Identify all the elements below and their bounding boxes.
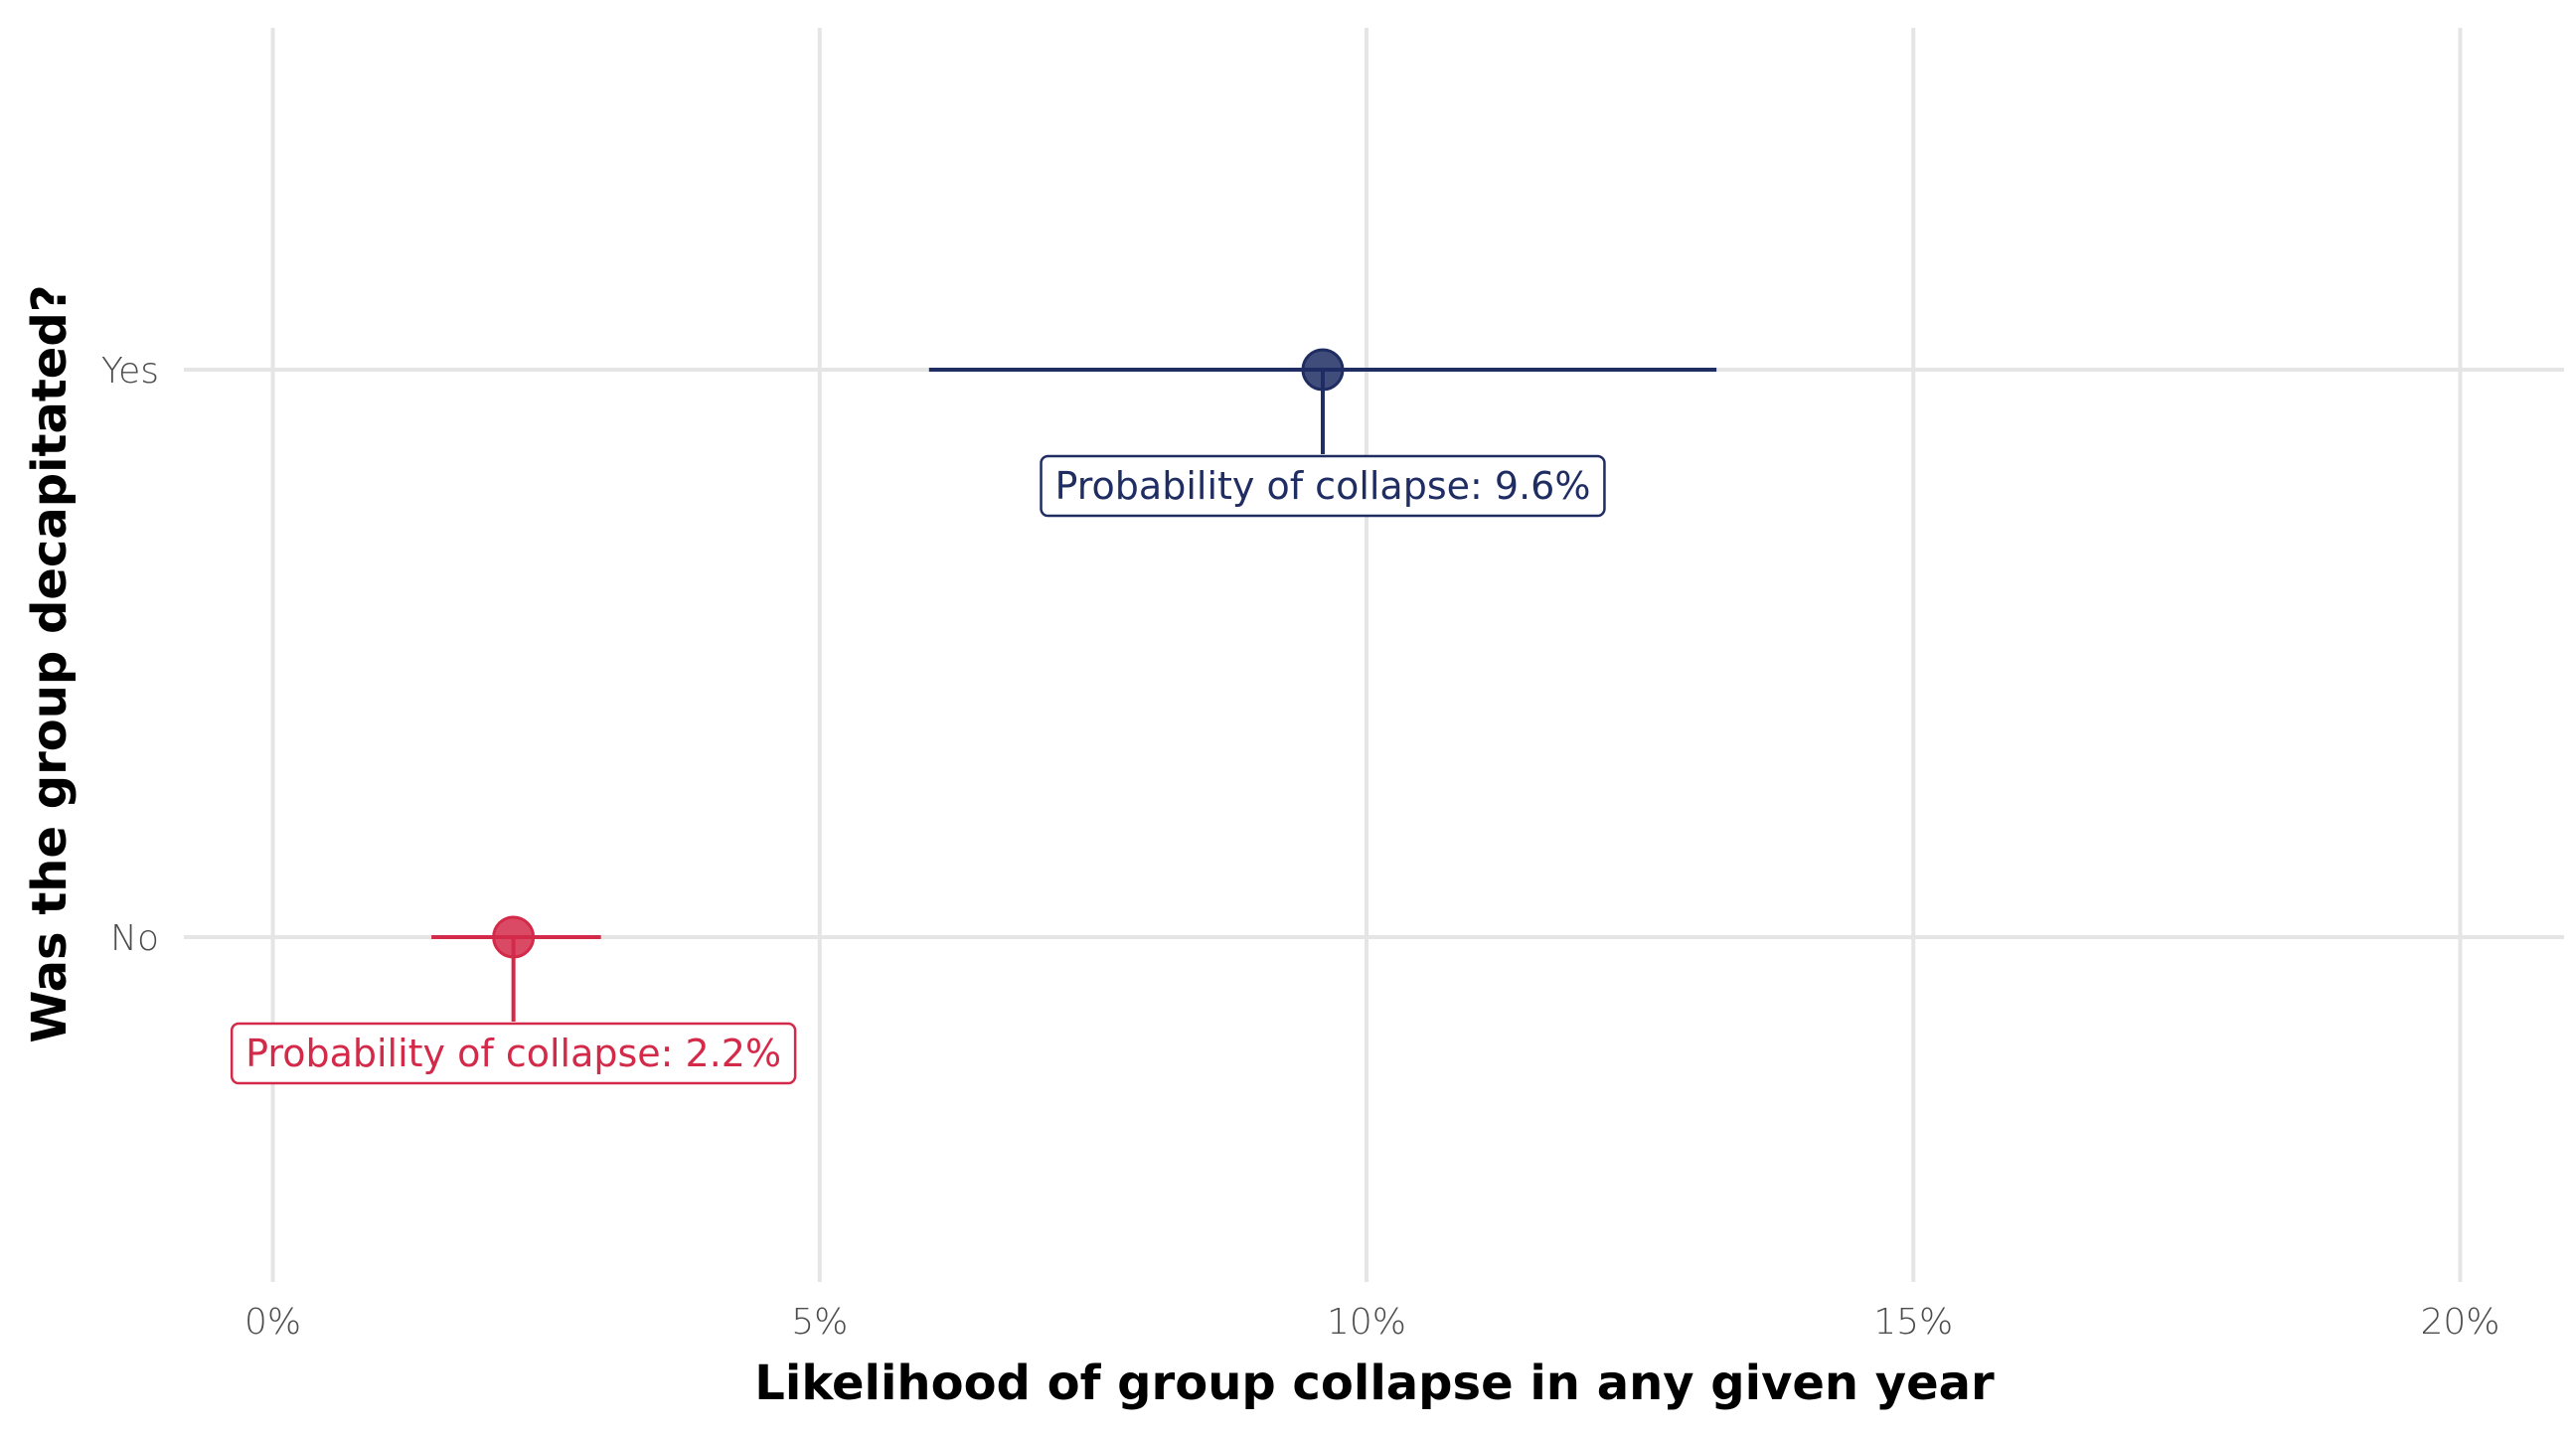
y-tick-label-yes: Yes (101, 351, 159, 392)
point-yes (1301, 348, 1345, 392)
x-tick-label-0: 0% (244, 1302, 301, 1343)
annotation-box-yes (1040, 454, 1606, 518)
annotation-layer: Probability of collapse: 9.6% Probability… (230, 454, 1606, 1085)
point-no (492, 915, 536, 959)
tick-label-layer: 0% 5% 10% 15% 20% No Yes (101, 351, 2500, 1343)
x-tick-label-4: 20% (2420, 1302, 2499, 1343)
x-tick-label-2: 10% (1327, 1302, 1406, 1343)
y-axis-title: Was the group decapitated? (22, 284, 78, 1042)
annotation-label-yes: Probability of collapse: 9.6% (1040, 454, 1606, 518)
grid-layer (184, 28, 2564, 1282)
x-tick-label-3: 15% (1873, 1302, 1953, 1343)
annotation-box-no (230, 1022, 797, 1085)
x-tick-label-1: 5% (791, 1302, 848, 1343)
annotation-text-no: Probability of collapse: 2.2% (245, 1032, 781, 1075)
annotation-label-no: Probability of collapse: 2.2% (230, 1022, 797, 1085)
y-tick-label-no: No (110, 918, 159, 959)
x-axis-title: Likelihood of group collapse in any give… (754, 1356, 1995, 1411)
annotation-text-yes: Probability of collapse: 9.6% (1055, 464, 1591, 508)
mark-layer (431, 348, 1717, 1022)
